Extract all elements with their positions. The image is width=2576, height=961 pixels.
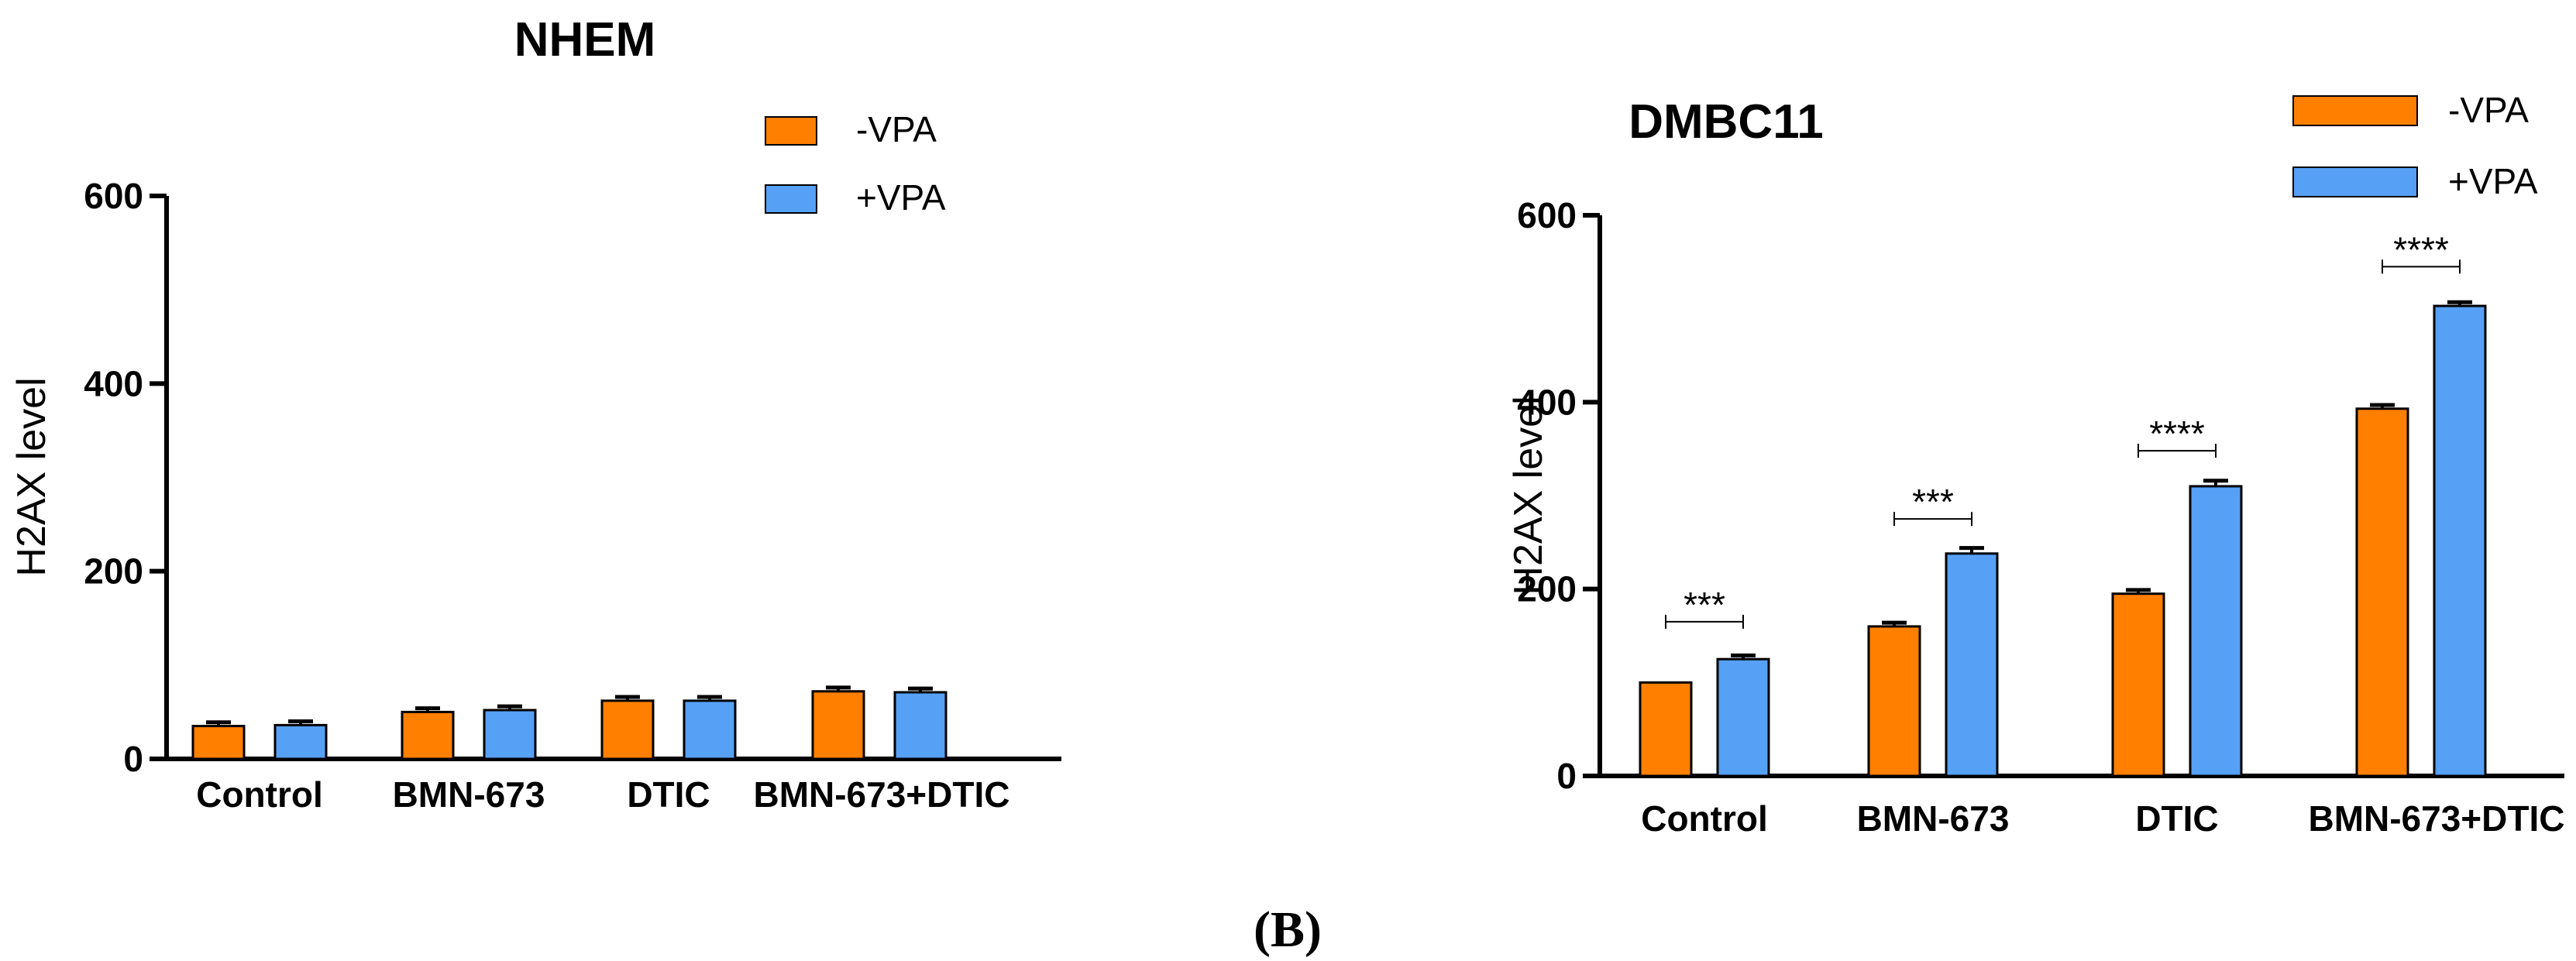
bar-plus-vpa [2433, 304, 2487, 777]
x-tick-label: BMN-673 [1857, 798, 2010, 839]
legend-label: -VPA [2448, 90, 2529, 130]
bar-plus-vpa [1945, 552, 1999, 777]
figure-caption: (B) [1254, 901, 1322, 958]
y-tick-label: 200 [84, 551, 143, 592]
x-tick-label: DTIC [627, 774, 710, 815]
x-tick-label: BMN-673+DTIC [753, 774, 1009, 815]
legend-swatch-plus-vpa [765, 184, 817, 214]
significance-label: **** [2149, 414, 2205, 454]
y-axis-label: H2AX level [9, 377, 54, 576]
y-tick-label: 400 [84, 363, 143, 403]
legend-label: -VPA [856, 109, 937, 149]
x-tick-label: Control [196, 774, 323, 815]
chart-title: DMBC11 [1628, 95, 1824, 149]
y-tick-label: 0 [123, 739, 143, 779]
bar-minus-vpa [600, 699, 655, 760]
y-tick-label: 600 [1517, 195, 1577, 235]
bar-minus-vpa [811, 690, 865, 760]
y-tick-label: 400 [1517, 382, 1577, 422]
chart-title: NHEM [514, 13, 656, 67]
significance-label: *** [1684, 585, 1725, 625]
chart-nhem: NHEM 0 200 400 600 H2AX level Control BMN-673 DT… [9, 13, 1061, 815]
bar-minus-vpa [191, 725, 246, 760]
legend-swatch-minus-vpa [765, 116, 817, 146]
legend-label: +VPA [856, 177, 946, 218]
bar-plus-vpa [2189, 485, 2243, 777]
legend-label: +VPA [2448, 161, 2538, 201]
bar-plus-vpa [273, 723, 328, 760]
y-tick-label: 600 [84, 176, 143, 216]
bar-minus-vpa [401, 710, 455, 760]
x-tick-label: BMN-673 [393, 774, 545, 815]
x-tick-label: DTIC [2135, 798, 2218, 839]
bar-minus-vpa [2355, 407, 2409, 777]
x-tick-label: Control [1641, 798, 1768, 839]
y-axis-label: H2AX level [1506, 396, 1551, 595]
legend-swatch-minus-vpa [2292, 95, 2418, 126]
bar-plus-vpa [483, 709, 537, 760]
y-tick-label: 200 [1517, 569, 1577, 609]
bar-plus-vpa [683, 699, 737, 760]
bar-minus-vpa [1639, 681, 1693, 777]
bar-plus-vpa [893, 691, 948, 760]
bar-minus-vpa [2111, 592, 2165, 777]
x-tick-label: BMN-673+DTIC [2308, 798, 2564, 839]
bar-plus-vpa [1716, 657, 1770, 777]
bar-minus-vpa [1867, 625, 1921, 777]
significance-label: **** [2393, 229, 2449, 269]
significance-label: *** [1912, 482, 1954, 522]
chart-dmbc11: DMBC11 0 200 400 600 H2AX level Control BMN-673… [1506, 90, 2565, 839]
legend-swatch-plus-vpa [2292, 166, 2418, 197]
y-tick-label: 0 [1556, 756, 1577, 796]
